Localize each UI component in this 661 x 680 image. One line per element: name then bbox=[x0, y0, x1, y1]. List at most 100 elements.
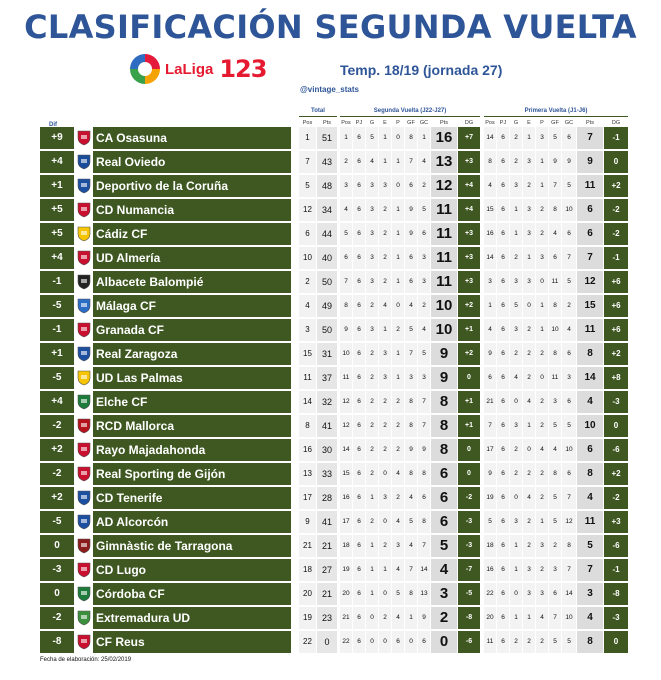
total-pts: 48 bbox=[317, 175, 337, 197]
pri-pj: 6 bbox=[497, 631, 509, 653]
laliga123-logo: LaLiga 123 bbox=[130, 52, 267, 86]
seg-g: 2 bbox=[366, 463, 378, 485]
pri-pj: 6 bbox=[497, 319, 509, 341]
seg-pj: 6 bbox=[353, 175, 365, 197]
seg-gf: 8 bbox=[405, 415, 417, 437]
seg-g: 1 bbox=[366, 487, 378, 509]
pri-pts: 5 bbox=[577, 535, 603, 557]
team-name: Real Sporting de Gijón bbox=[93, 463, 291, 485]
seg-gc: 3 bbox=[418, 367, 430, 389]
table-row: +1 Real Zaragoza 15 31 10 6 2 3 1 7 5 9 +2 9 6 2 2 2 8 6 8 +2 bbox=[0, 343, 661, 365]
pri-pos: 8 bbox=[484, 151, 496, 173]
pri-dg: -3 bbox=[604, 607, 628, 629]
team-name: AD Alcorcón bbox=[93, 511, 291, 533]
seg-p: 2 bbox=[392, 487, 404, 509]
numancia-crest-icon bbox=[76, 202, 92, 218]
pri-e: 2 bbox=[523, 367, 535, 389]
pri-p: 2 bbox=[536, 631, 548, 653]
seg-p: 2 bbox=[392, 319, 404, 341]
pri-p: 2 bbox=[536, 391, 548, 413]
seg-pts: 11 bbox=[431, 223, 457, 245]
pri-pos: 14 bbox=[484, 247, 496, 269]
total-col-header: Pos bbox=[302, 120, 313, 126]
seg-e: 2 bbox=[379, 223, 391, 245]
pri-pos: 17 bbox=[484, 439, 496, 461]
dif-value: +2 bbox=[40, 487, 74, 509]
total-pos: 2 bbox=[299, 271, 316, 293]
oviedo-crest-icon bbox=[76, 154, 92, 170]
pri-pts: 3 bbox=[577, 583, 603, 605]
pri-pos: 11 bbox=[484, 631, 496, 653]
total-pts: 51 bbox=[317, 127, 337, 149]
pri-gc: 10 bbox=[562, 439, 576, 461]
seg-pj: 6 bbox=[353, 151, 365, 173]
pri-e: 1 bbox=[523, 607, 535, 629]
seg-pos: 18 bbox=[340, 535, 352, 557]
dif-value: -2 bbox=[40, 463, 74, 485]
seg-p: 4 bbox=[392, 559, 404, 581]
pri-gf: 5 bbox=[549, 127, 561, 149]
seg-pos: 11 bbox=[340, 367, 352, 389]
zaragoza-crest-icon bbox=[76, 346, 92, 362]
pri-dg: +6 bbox=[604, 271, 628, 293]
table-row: -3 CD Lugo 18 27 19 6 1 1 4 7 14 4 -7 16 6 1 3 2 3 7 7 -1 bbox=[0, 559, 661, 581]
pri-pj: 6 bbox=[497, 487, 509, 509]
pri-dg: +2 bbox=[604, 175, 628, 197]
pri-gc: 5 bbox=[562, 271, 576, 293]
tenerife-crest-icon bbox=[76, 490, 92, 506]
seg-gf: 8 bbox=[405, 127, 417, 149]
pri-g: 3 bbox=[510, 175, 522, 197]
seg-pts: 8 bbox=[431, 439, 457, 461]
seg-pts: 11 bbox=[431, 199, 457, 221]
pri-pos: 9 bbox=[484, 343, 496, 365]
seg-pos: 22 bbox=[340, 631, 352, 653]
pri-pos: 7 bbox=[484, 415, 496, 437]
pri-g: 1 bbox=[510, 559, 522, 581]
seg-g: 3 bbox=[366, 247, 378, 269]
pri-p: 3 bbox=[536, 583, 548, 605]
seg-g: 5 bbox=[366, 127, 378, 149]
seg-p: 1 bbox=[392, 247, 404, 269]
pri-pos: 20 bbox=[484, 607, 496, 629]
total-pos: 3 bbox=[299, 319, 316, 341]
segunda-col-header: Pos bbox=[341, 120, 351, 126]
seg-gc: 13 bbox=[418, 583, 430, 605]
seg-pos: 15 bbox=[340, 463, 352, 485]
pri-gc: 14 bbox=[562, 583, 576, 605]
pri-pj: 6 bbox=[497, 367, 509, 389]
seg-g: 1 bbox=[366, 559, 378, 581]
pri-pos: 5 bbox=[484, 511, 496, 533]
seg-dg: 0 bbox=[458, 463, 480, 485]
pri-p: 4 bbox=[536, 439, 548, 461]
pri-gf: 10 bbox=[549, 319, 561, 341]
seg-pj: 6 bbox=[353, 367, 365, 389]
pri-gc: 6 bbox=[562, 127, 576, 149]
pri-p: 0 bbox=[536, 271, 548, 293]
seg-gf: 4 bbox=[405, 535, 417, 557]
team-name: Deportivo de la Coruña bbox=[93, 175, 291, 197]
total-pts: 33 bbox=[317, 463, 337, 485]
pri-pts: 8 bbox=[577, 463, 603, 485]
pri-pj: 6 bbox=[497, 607, 509, 629]
seg-e: 0 bbox=[379, 583, 391, 605]
pri-e: 2 bbox=[523, 463, 535, 485]
cadiz-crest-icon bbox=[76, 226, 92, 242]
pri-pts: 7 bbox=[577, 127, 603, 149]
pri-pts: 7 bbox=[577, 559, 603, 581]
seg-e: 3 bbox=[379, 175, 391, 197]
seg-g: 2 bbox=[366, 343, 378, 365]
table-row: +5 Cádiz CF 6 44 5 6 3 2 1 9 6 11 +3 16 6 1 3 2 4 6 6 -2 bbox=[0, 223, 661, 245]
pri-gc: 7 bbox=[562, 559, 576, 581]
pri-e: 3 bbox=[523, 199, 535, 221]
seg-pj: 6 bbox=[353, 463, 365, 485]
pri-g: 0 bbox=[510, 487, 522, 509]
pri-pos: 22 bbox=[484, 583, 496, 605]
table-row: -5 UD Las Palmas 11 37 11 6 2 3 1 3 3 9 0 6 6 4 2 0 11 3 14 +… bbox=[0, 367, 661, 389]
pri-p: 4 bbox=[536, 607, 548, 629]
pri-pj: 6 bbox=[497, 175, 509, 197]
pri-dg: 0 bbox=[604, 631, 628, 653]
pri-gf: 5 bbox=[549, 511, 561, 533]
dif-value: -5 bbox=[40, 367, 74, 389]
seg-pos: 19 bbox=[340, 559, 352, 581]
seg-pts: 6 bbox=[431, 463, 457, 485]
